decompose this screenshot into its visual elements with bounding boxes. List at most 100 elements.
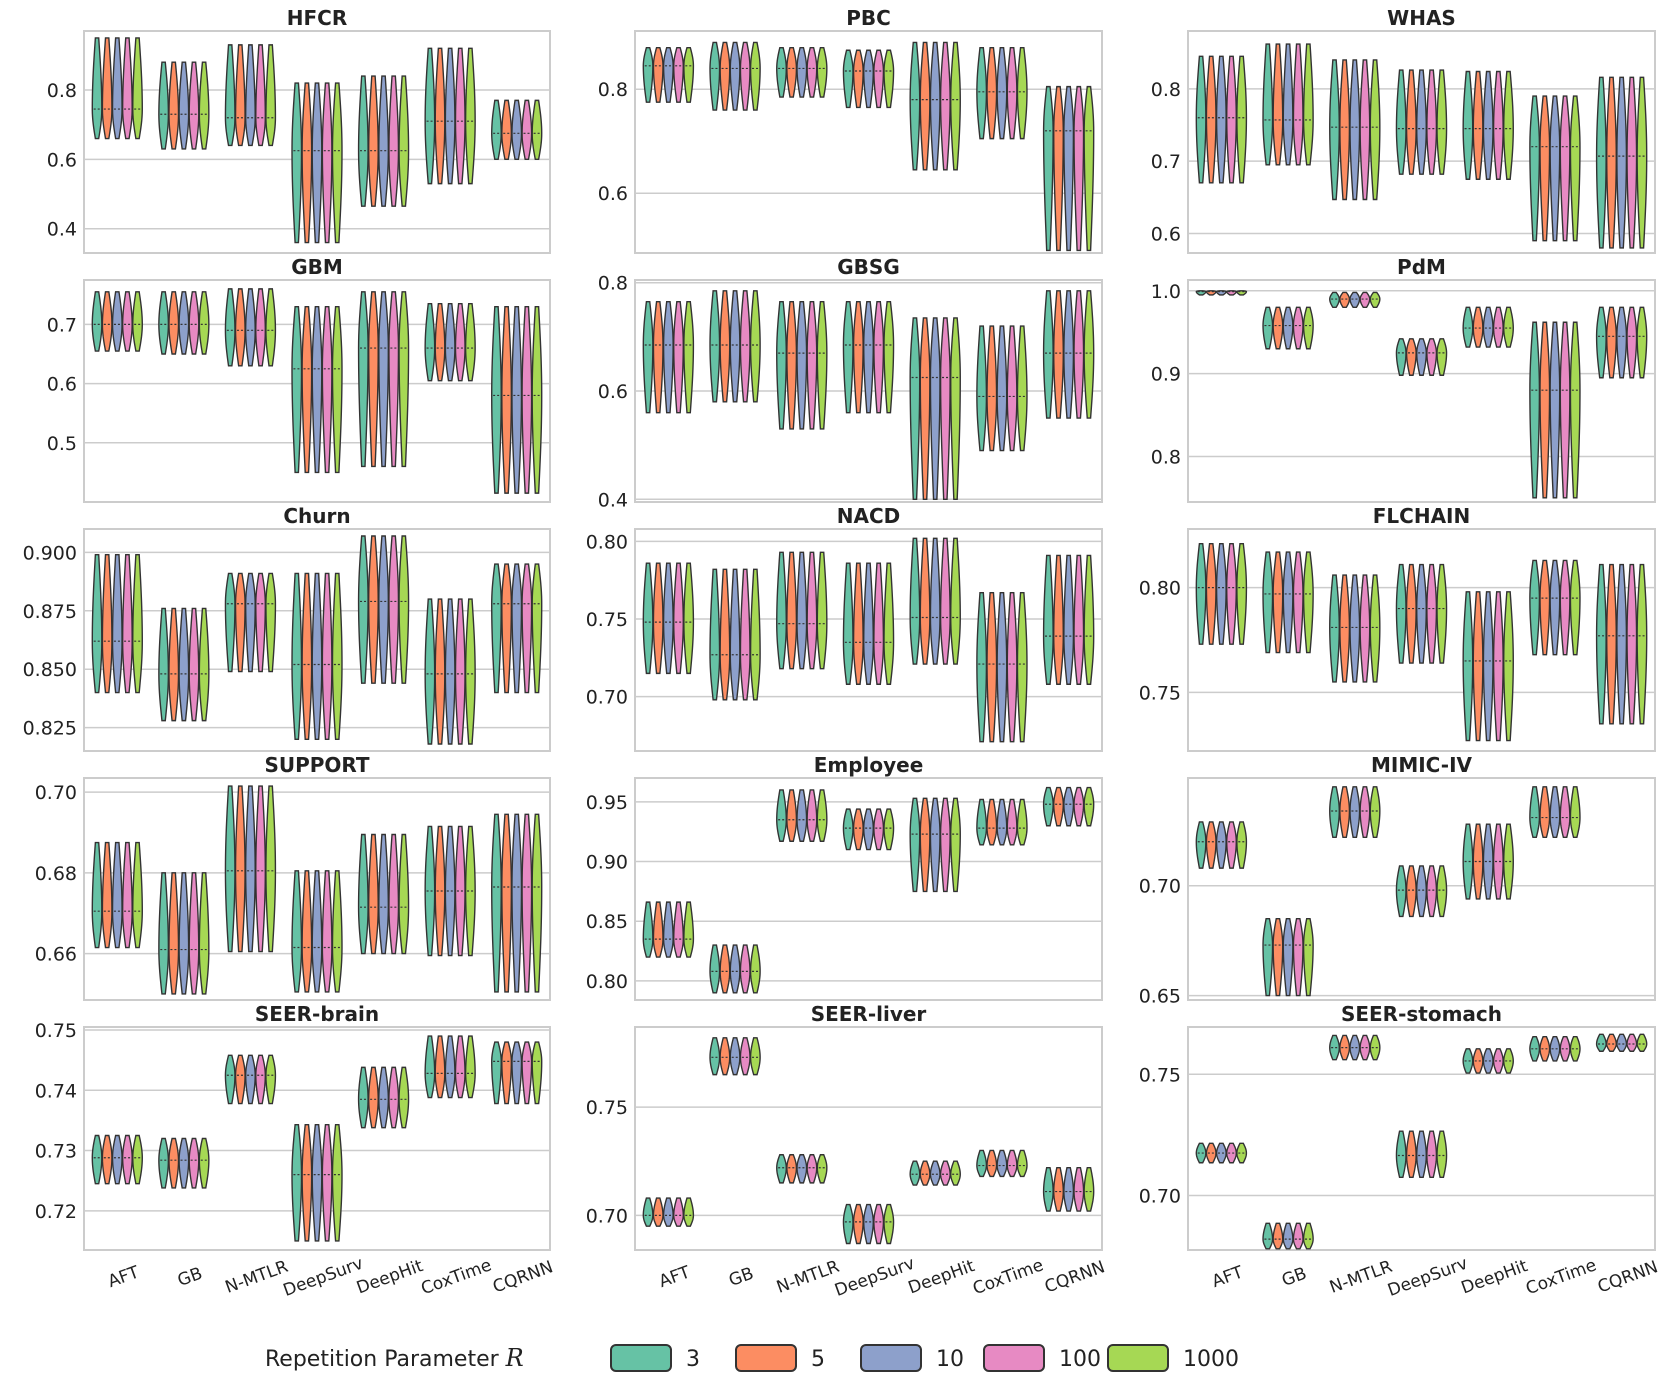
violin-n-mtlr-r10 [244, 44, 256, 147]
violin-deephit-r10 [929, 537, 941, 665]
violin-deepsurv-r5 [852, 49, 864, 109]
violin-coxtime-r5 [986, 591, 998, 743]
violin-coxtime-r10 [996, 1149, 1008, 1178]
violin-n-mtlr-r3 [776, 46, 787, 98]
violin-gb-r5 [1272, 306, 1284, 350]
violin-deephit-r3 [909, 317, 921, 500]
violin-aft-r1000 [132, 291, 143, 352]
violin-gb-r5 [168, 291, 180, 355]
x-tick-label: DeepSurv [281, 1254, 366, 1301]
violin-deepsurv-r1000 [331, 1123, 343, 1242]
y-tick-label: 0.70 [1139, 876, 1181, 898]
x-tick-label: N-MTLR [1327, 1257, 1395, 1298]
violin-cqrnn-r10 [1063, 554, 1075, 685]
violin-aft-r3 [642, 300, 654, 414]
violin-deephit-r5 [367, 833, 379, 955]
violin-coxtime-r100 [1006, 798, 1018, 846]
violin-deepsurv-r1000 [331, 305, 343, 474]
violin-deephit-r100 [1492, 591, 1504, 742]
violin-cqrnn-r5 [501, 813, 513, 993]
y-tick-label: 0.65 [1139, 986, 1181, 1008]
panel-title: SEER-liver [811, 1002, 927, 1026]
violin-n-mtlr-r3 [1329, 1034, 1340, 1061]
violin-deephit-r3 [357, 833, 369, 955]
violin-n-mtlr-r3 [1329, 574, 1340, 683]
violin-n-mtlr-r5 [1339, 574, 1351, 683]
legend-swatch-5 [735, 1344, 797, 1372]
violin-deepsurv-r100 [1426, 563, 1438, 664]
violin-n-mtlr-r10 [796, 551, 808, 670]
violin-gb-r10 [1282, 1222, 1294, 1250]
violin-deepsurv-r5 [301, 870, 313, 993]
violin-deepsurv-r1000 [883, 49, 895, 109]
panel-frame [83, 30, 551, 254]
panel-title: SEER-stomach [1341, 1002, 1502, 1026]
violin-deephit-r3 [357, 535, 369, 684]
violin-coxtime-r5 [1539, 559, 1551, 656]
violin-gb-r1000 [1302, 43, 1314, 166]
violin-n-mtlr-r10 [244, 288, 256, 367]
y-tick-label: 0.8 [598, 273, 628, 295]
violin-deepsurv-r5 [1405, 865, 1417, 918]
violin-deephit-r5 [368, 535, 379, 684]
violin-deephit-r1000 [950, 317, 961, 500]
violin-coxtime-r10 [996, 798, 1008, 846]
violin-deepsurv-r100 [873, 300, 885, 414]
x-tick-label: CQRNN [1042, 1257, 1108, 1297]
violin-n-mtlr-r3 [1329, 291, 1340, 309]
violin-deepsurv-r10 [311, 572, 323, 741]
panel-title: GBSG [837, 255, 899, 279]
panel-frame [634, 777, 1103, 1001]
violin-deepsurv-r100 [321, 1123, 333, 1242]
violin-gb-r1000 [749, 1037, 761, 1076]
violin-aft-r10 [1215, 821, 1227, 869]
violin-deepsurv-r1000 [331, 870, 343, 993]
violin-deephit-r100 [388, 1066, 400, 1129]
x-tick-label: CQRNN [490, 1257, 556, 1297]
violin-deephit-r100 [939, 537, 951, 665]
violin-deephit-r100 [388, 291, 400, 468]
violin-deephit-r5 [367, 291, 379, 468]
violin-n-mtlr-r100 [1359, 574, 1371, 683]
violin-coxtime-r5 [1539, 1036, 1551, 1062]
violin-gb-r100 [739, 290, 751, 403]
violin-coxtime-r10 [1549, 559, 1561, 656]
violin-cqrnn-r5 [501, 99, 513, 161]
y-tick-label: 0.5 [47, 433, 77, 455]
violin-aft-r3 [91, 554, 103, 694]
panel-frame [83, 279, 551, 503]
violin-cqrnn-r10 [511, 305, 523, 494]
violin-coxtime-r10 [444, 598, 456, 745]
violin-deepsurv-r1000 [1436, 69, 1448, 175]
violin-gb-r5 [1272, 917, 1284, 997]
violin-deepsurv-r10 [1416, 69, 1427, 175]
violin-aft-r1000 [1236, 821, 1248, 869]
violin-aft-r1000 [132, 841, 143, 949]
violin-gb-r5 [168, 1137, 180, 1189]
violin-gb-r1000 [749, 41, 761, 111]
violin-coxtime-r100 [1559, 321, 1571, 499]
violin-deepsurv-r5 [1405, 69, 1417, 175]
panel-title: Employee [814, 753, 924, 777]
y-tick-label: 0.72 [35, 1201, 77, 1223]
legend-label-1000: 1000 [1183, 1347, 1239, 1372]
violin-n-mtlr-r3 [224, 44, 236, 147]
violin-cqrnn-r10 [1063, 1167, 1075, 1212]
violin-coxtime-r100 [454, 598, 466, 745]
violin-gb-r3 [1262, 1222, 1274, 1250]
violin-cqrnn-r100 [1626, 563, 1638, 725]
violin-cqrnn-r3 [1042, 554, 1054, 685]
violin-cqrnn-r3 [491, 813, 502, 993]
violin-deepsurv-r3 [842, 808, 854, 851]
violin-cqrnn-r1000 [1636, 306, 1648, 379]
violin-deephit-r3 [909, 797, 921, 893]
violin-aft-r10 [662, 300, 674, 414]
violin-deepsurv-r100 [873, 562, 885, 685]
panel-title: PBC [846, 6, 891, 30]
violin-deephit-r10 [929, 1160, 941, 1186]
violin-aft-r1000 [1236, 1142, 1248, 1164]
y-tick-label: 0.850 [23, 659, 77, 681]
violin-n-mtlr-r1000 [816, 46, 828, 98]
panel-title: SEER-brain [255, 1002, 379, 1026]
